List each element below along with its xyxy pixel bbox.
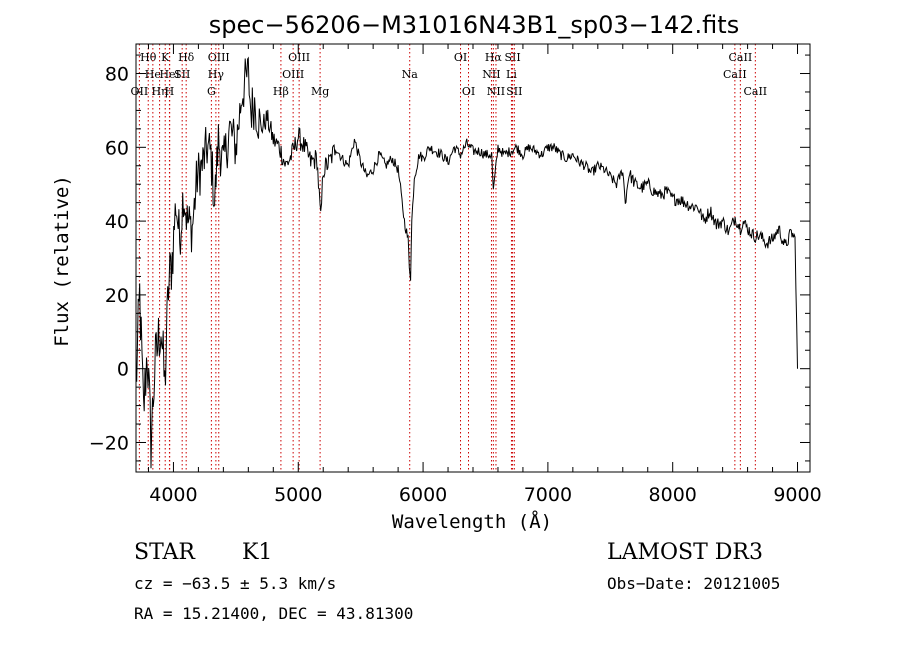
line-marker-label: SII [504, 51, 520, 64]
line-marker-label: OI [454, 51, 467, 64]
line-marker-label: Li [506, 68, 517, 81]
spectrum-line [135, 56, 798, 469]
line-marker-label: OIII [288, 51, 310, 64]
line-marker-label: Hδ [178, 51, 195, 64]
line-marker-label: Hγ [208, 68, 225, 81]
x-tick-label: 9000 [773, 484, 821, 506]
x-tick-label: 4000 [149, 484, 197, 506]
line-marker-label: SII [174, 68, 190, 81]
line-marker-label: CaII [723, 68, 747, 81]
class-label: STAR [134, 540, 195, 565]
line-marker-label: K [161, 51, 170, 64]
line-marker-label: Hα [485, 51, 503, 64]
y-tick-label: 60 [105, 137, 129, 159]
line-marker-label: Hθ [140, 51, 157, 64]
line-marker-label: NII [487, 85, 505, 98]
y-tick-label: 20 [105, 285, 129, 307]
obs-date-text: Obs−Date: 20121005 [607, 574, 781, 593]
y-tick-label: −20 [89, 432, 129, 454]
plot-frame [135, 43, 811, 473]
line-marker-label: Na [402, 68, 419, 81]
line-marker-label: H [165, 85, 175, 98]
x-tick-label: 6000 [399, 484, 447, 506]
line-marker-label: SII [506, 85, 522, 98]
x-tick-label: 8000 [649, 484, 697, 506]
x-tick-label: 7000 [524, 484, 572, 506]
line-marker-label: CaII [743, 85, 767, 98]
line-marker-label: CaII [729, 51, 753, 64]
y-tick-label: 40 [105, 211, 129, 233]
line-marker-label: Hη [151, 85, 167, 98]
y-axis-label: Flux (relative) [51, 175, 73, 347]
spectrum-series [135, 56, 798, 469]
y-tick-label: 80 [105, 64, 129, 86]
line-marker-label: OI [462, 85, 475, 98]
y-tick-label: 0 [117, 359, 129, 381]
line-marker-label: G [207, 85, 216, 98]
line-marker-label: Mg [311, 85, 329, 98]
x-tick-label: 5000 [274, 484, 322, 506]
y-axis: −20 0 20 40 60 80 [89, 54, 810, 462]
line-marker-label: He [145, 68, 161, 81]
line-marker-label: OIII [282, 68, 304, 81]
line-marker-label: HeI [159, 68, 179, 81]
spectrum-chart: spec−56206−M31016N43B1_sp03−142.fits Hθ O… [51, 11, 822, 533]
x-axis: 4000 5000 6000 7000 8000 9000 [147, 44, 822, 506]
line-marker-label: Hβ [273, 85, 289, 98]
line-marker-label: OIII [208, 51, 230, 64]
subclass-label: K1 [242, 540, 273, 565]
survey-label: LAMOST DR3 [607, 540, 763, 565]
coordinates-text: RA = 15.21400, DEC = 43.81300 [134, 604, 414, 623]
redshift-text: cz = −63.5 ± 5.3 km/s [134, 574, 337, 593]
line-marker-label: NII [482, 68, 500, 81]
chart-title: spec−56206−M31016N43B1_sp03−142.fits [209, 11, 739, 39]
x-axis-label: Wavelength (Å) [392, 510, 552, 533]
